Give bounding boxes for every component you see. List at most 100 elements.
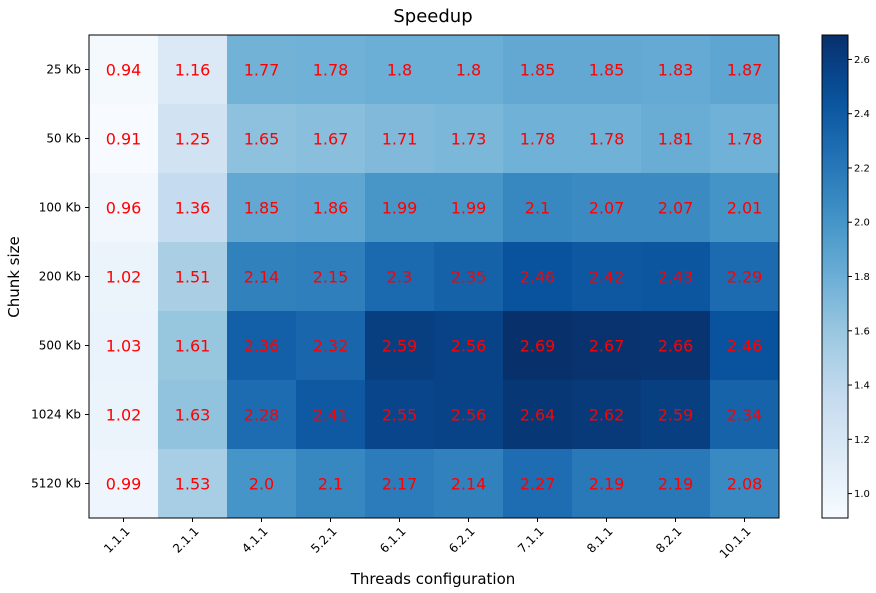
heatmap-cell: [365, 35, 435, 105]
y-tick-label: 50 Kb: [46, 132, 81, 146]
x-tick-label: 6.2.1: [446, 524, 477, 555]
cell-value-label: 2.69: [520, 337, 556, 356]
cell-value-label: 1.8: [387, 61, 412, 80]
heatmap-cell: [296, 311, 366, 381]
heatmap-cell: [158, 242, 228, 312]
cell-value-label: 2.1: [318, 475, 343, 494]
colorbar-tick-label: 1.0: [854, 489, 870, 500]
cell-value-label: 1.77: [244, 61, 280, 80]
heatmap-cell: [503, 104, 573, 174]
cell-value-label: 1.61: [175, 337, 211, 356]
heatmap-cell: [158, 35, 228, 105]
y-tick-label: 200 Kb: [39, 270, 81, 284]
heatmap-cell: [89, 104, 159, 174]
cell-value-label: 1.99: [451, 199, 487, 218]
heatmap-cell: [434, 311, 504, 381]
cell-value-label: 2.43: [658, 268, 694, 287]
cell-value-label: 2.17: [382, 475, 418, 494]
colorbar-tick-label: 2.2: [854, 163, 870, 174]
heatmap-cell: [641, 449, 711, 519]
cell-value-label: 2.41: [313, 406, 349, 425]
cell-value-label: 1.25: [175, 130, 211, 149]
heatmap-cell: [89, 449, 159, 519]
heatmap-cell: [572, 173, 642, 243]
colorbar-ticks: 1.0 1.2 1.4 1.6 1.8 2.0 2.2 2.4 2.6: [848, 55, 870, 500]
heatmap-cell: [158, 173, 228, 243]
heatmap-cell: [365, 380, 435, 450]
heatmap-cell: [710, 380, 780, 450]
heatmap-cell: [365, 242, 435, 312]
cell-value-label: 1.02: [106, 406, 142, 425]
heatmap-cell: [572, 35, 642, 105]
heatmap-cell: [641, 242, 711, 312]
heatmap-cell: [503, 380, 573, 450]
cell-value-label: 2.14: [244, 268, 280, 287]
y-tick-label: 500 Kb: [39, 339, 81, 353]
heatmap-cell: [365, 449, 435, 519]
colorbar-tick-label: 2.6: [854, 55, 870, 66]
heatmap-cell: [296, 104, 366, 174]
cell-value-label: 2.29: [727, 268, 763, 287]
x-tick-label: 1.1.1: [101, 524, 132, 555]
heatmap-cell: [572, 104, 642, 174]
x-tick-label: 10.1.1: [717, 524, 754, 561]
cell-value-label: 1.78: [589, 130, 625, 149]
heatmap-cell: [227, 380, 297, 450]
x-tick-label: 2.1.1: [170, 524, 201, 555]
cell-value-label: 2.28: [244, 406, 280, 425]
heatmap-cell: [158, 449, 228, 519]
heatmap-cell: [365, 311, 435, 381]
heatmap-cell: [710, 104, 780, 174]
cell-value-label: 1.78: [727, 130, 763, 149]
x-axis-ticks: 1.1.1 2.1.1 4.1.1 5.2.1 6.1.1 6.2.1 7.1.1 8.1.1…: [101, 518, 754, 561]
heatmap-cell: [296, 449, 366, 519]
heatmap-cell: [89, 35, 159, 105]
x-axis-label: Threads configuration: [350, 570, 516, 588]
cell-value-label: 2.07: [658, 199, 694, 218]
cell-value-label: 1.51: [175, 268, 211, 287]
heatmap-cell: [365, 104, 435, 174]
colorbar-tick-label: 2.0: [854, 218, 870, 229]
cell-value-label: 2.15: [313, 268, 349, 287]
colorbar-tick-label: 2.4: [854, 109, 870, 120]
heatmap-cell: [503, 449, 573, 519]
cell-value-label: 1.67: [313, 130, 349, 149]
heatmap-cell: [158, 311, 228, 381]
y-tick-label: 1024 Kb: [31, 408, 81, 422]
cell-value-label: 2.42: [589, 268, 625, 287]
heatmap-cell: [158, 380, 228, 450]
heatmap-cell: [710, 35, 780, 105]
cell-value-label: 1.78: [313, 61, 349, 80]
heatmap-cell: [434, 104, 504, 174]
heatmap-cell: [89, 311, 159, 381]
heatmap-cell: [434, 449, 504, 519]
heatmap-cell: [434, 242, 504, 312]
heatmap-cell: [641, 173, 711, 243]
heatmap-cell: [503, 35, 573, 105]
heatmap-cell: [227, 104, 297, 174]
heatmap-cell: [89, 242, 159, 312]
cell-value-label: 1.16: [175, 61, 211, 80]
heatmap-cell: [296, 242, 366, 312]
heatmap-cell: [710, 311, 780, 381]
cell-value-label: 2.19: [658, 475, 694, 494]
cell-value-label: 1.65: [244, 130, 280, 149]
heatmap-cell: [434, 380, 504, 450]
cell-value-label: 1.78: [520, 130, 556, 149]
heatmap-cell: [572, 311, 642, 381]
cell-value-label: 2.56: [451, 406, 487, 425]
cell-value-label: 2.56: [451, 337, 487, 356]
heatmap-cell: [710, 242, 780, 312]
cell-value-label: 1.8: [456, 61, 481, 80]
cell-value-label: 2.0: [249, 475, 274, 494]
cell-value-label: 1.86: [313, 199, 349, 218]
heatmap-cell: [503, 173, 573, 243]
heatmap-cell: [296, 35, 366, 105]
x-tick-label: 7.1.1: [515, 524, 546, 555]
cell-value-label: 1.63: [175, 406, 211, 425]
cell-value-label: 2.62: [589, 406, 625, 425]
heatmap-cell: [710, 173, 780, 243]
cell-value-label: 1.85: [589, 61, 625, 80]
colorbar-tick-label: 1.4: [854, 381, 870, 392]
